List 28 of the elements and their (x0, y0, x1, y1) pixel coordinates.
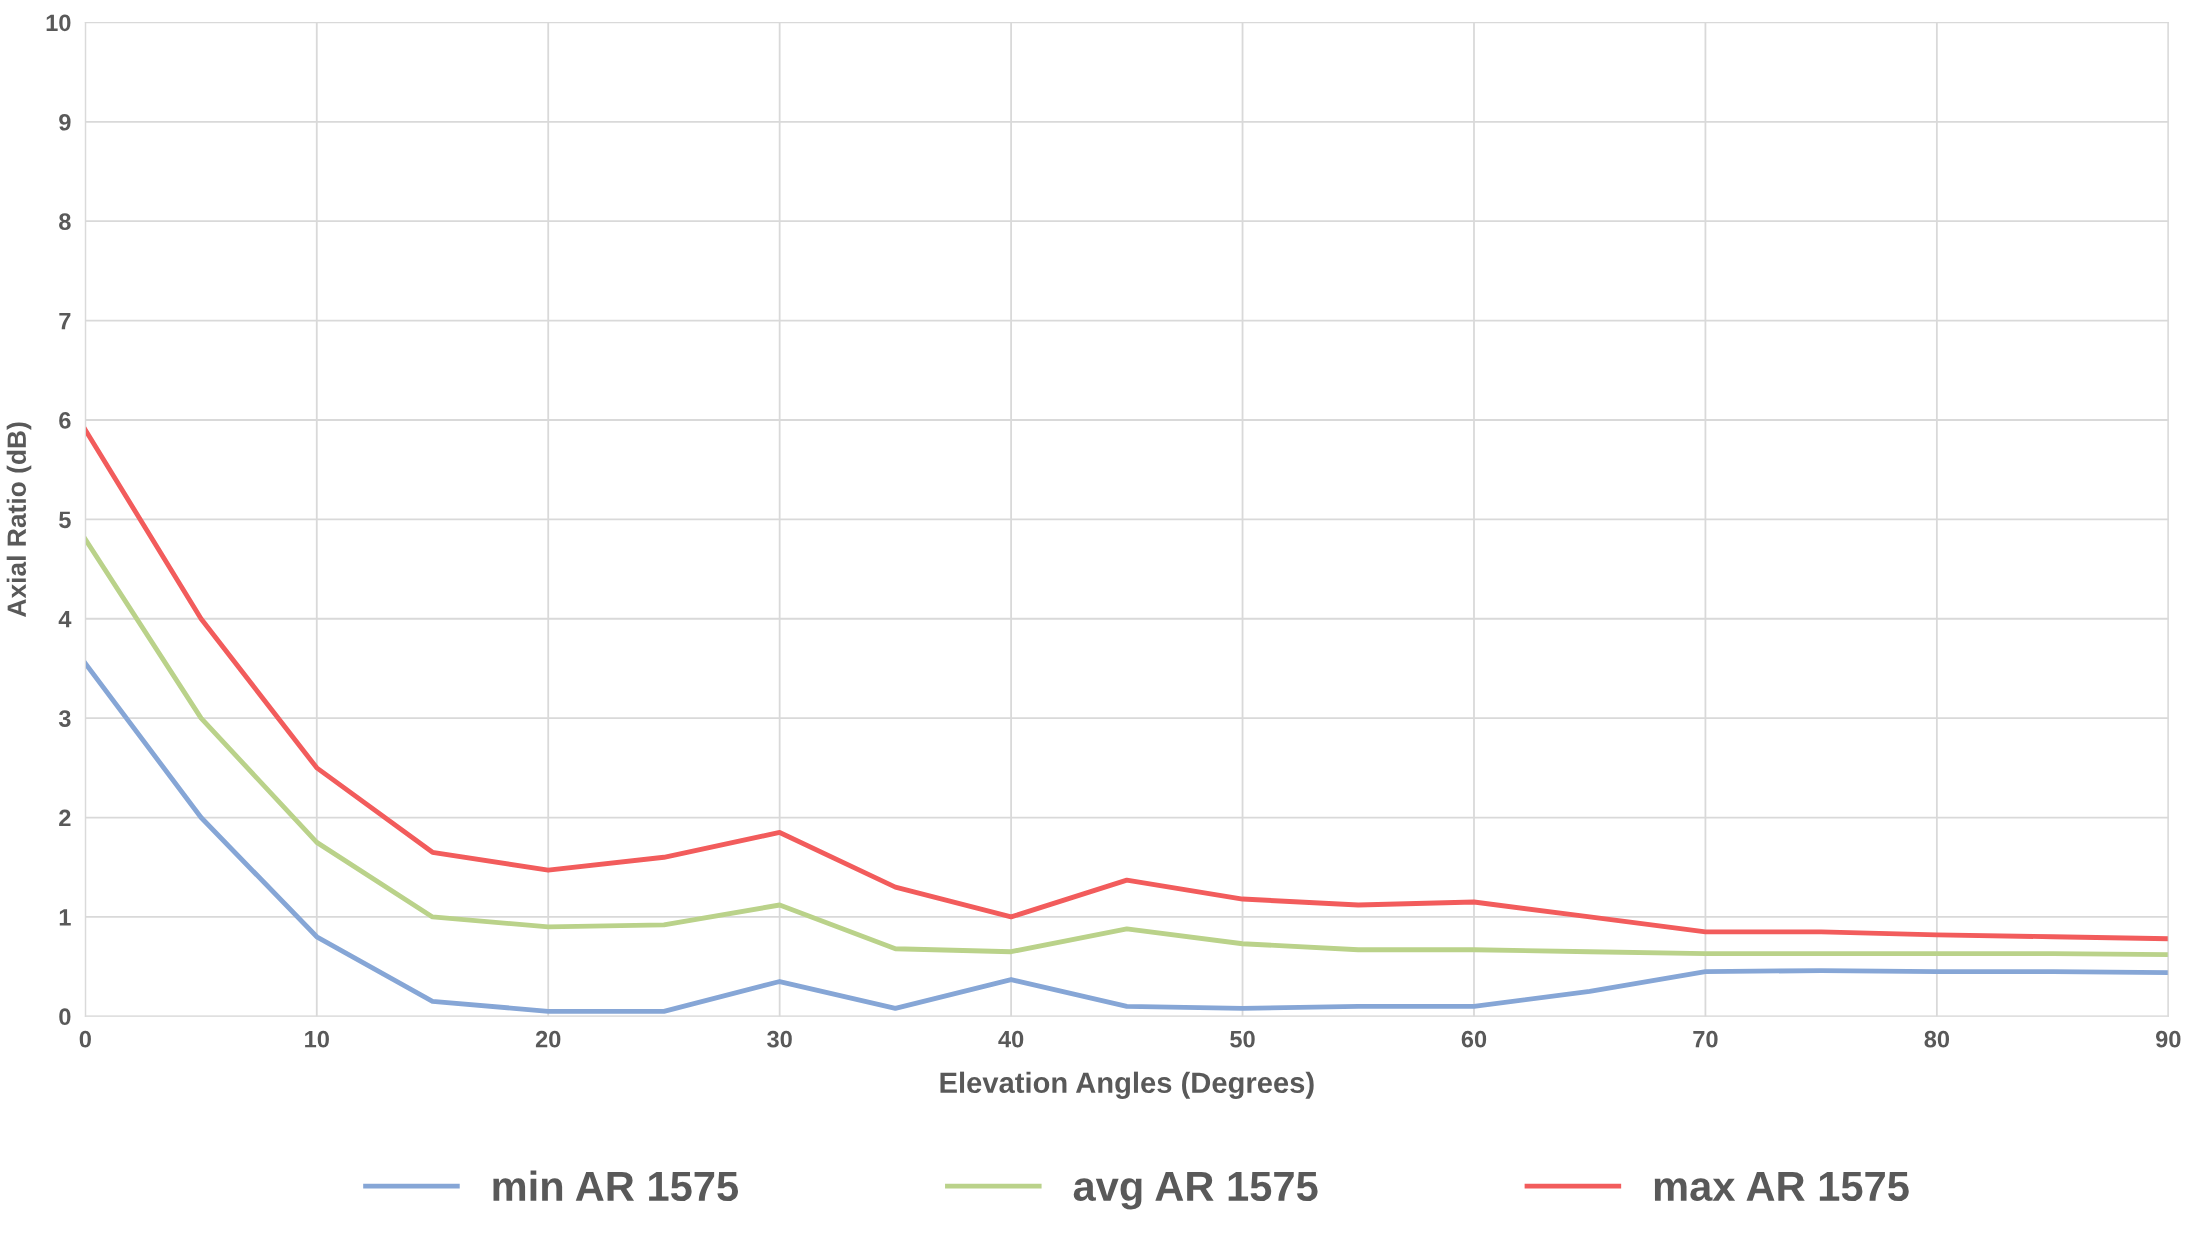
legend-label: max AR 1575 (1654, 1172, 1909, 1202)
x-tick-label: 80 (1924, 1030, 1950, 1048)
y-tick-label: 6 (59, 412, 71, 429)
y-tick-label: 9 (59, 113, 71, 131)
y-tick-label: 4 (58, 611, 72, 628)
y-tick-label: 1 (59, 909, 71, 926)
x-tick-label: 50 (1230, 1030, 1255, 1048)
line-series (85, 536, 2169, 958)
x-tick-label: 0 (79, 1030, 91, 1048)
legend-label: min AR 1575 (493, 1170, 738, 1202)
x-tick-label: 70 (1693, 1030, 1718, 1048)
line-series (85, 427, 2169, 942)
legend-label: avg AR 1575 (1073, 1172, 1318, 1210)
x-tick-label: 60 (1461, 1030, 1487, 1048)
x-tick-label: 10 (305, 1030, 329, 1048)
y-tick-label: 0 (59, 1008, 71, 1026)
y-tick-label: 3 (58, 710, 71, 727)
y-tick-label: 8 (59, 213, 71, 231)
x-tick-label: 30 (767, 1030, 792, 1048)
x-tick-label: 40 (998, 1030, 1024, 1048)
x-tick-label: 20 (535, 1030, 561, 1048)
y-tick-label: 5 (59, 511, 71, 529)
y-tick-label: 10 (46, 14, 71, 32)
x-tick-label: 90 (2156, 1030, 2181, 1048)
y-axis-title: Axial Ratio (dB) (6, 422, 32, 617)
y-tick-label: 2 (59, 809, 71, 827)
x-axis-title: Elevation Angles (Degrees) (940, 1071, 1314, 1099)
y-tick-label: 7 (59, 312, 71, 330)
